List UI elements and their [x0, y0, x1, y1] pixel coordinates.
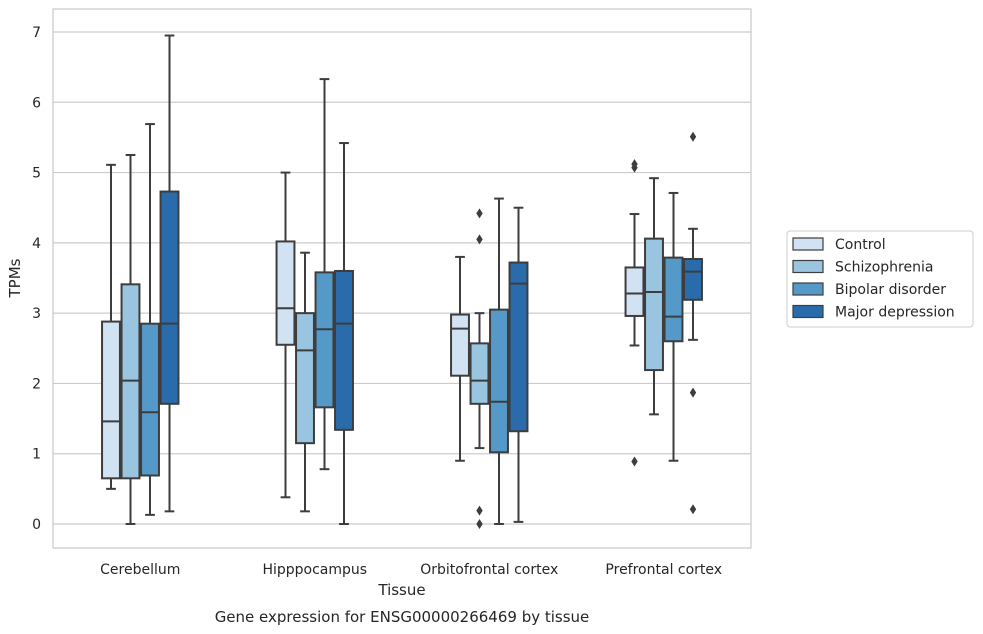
x-axis-label: Tissue	[377, 581, 425, 599]
legend-item-0: Control	[792, 237, 886, 253]
box-body	[159, 190, 180, 405]
y-tick-label-2: 2	[32, 376, 41, 392]
flier-3	[476, 208, 483, 219]
y-tick-label-5: 5	[32, 166, 41, 182]
box-body	[450, 313, 470, 377]
box-2-1	[469, 208, 490, 529]
box-3-2	[663, 191, 684, 462]
box-0-0	[101, 163, 121, 490]
x-tick-label-0: Cerebellum	[100, 562, 180, 578]
x-tick-labels: Cerebellum Hipppocampus Orbitofrontal cort…	[100, 562, 722, 578]
box-body	[295, 312, 315, 445]
box-body	[624, 266, 645, 317]
box-1-1	[295, 251, 315, 513]
box-body	[469, 342, 490, 405]
box-body	[508, 261, 529, 433]
y-tick-labels: 0 1 2 3 4 5 6 7	[32, 25, 41, 533]
y-tick-label-3: 3	[32, 306, 41, 322]
box-body	[101, 320, 121, 480]
legend-swatch	[792, 237, 824, 251]
box-body	[489, 308, 509, 454]
y-tick-label-6: 6	[32, 95, 41, 111]
legend-item-2: Bipolar disorder	[792, 282, 946, 298]
legend-frame	[786, 230, 974, 328]
box-1-3	[334, 142, 354, 525]
flier-2	[689, 131, 697, 142]
y-tick-label-1: 1	[32, 447, 41, 463]
flier-0	[631, 456, 638, 467]
y-tick-label-0: 0	[32, 517, 41, 533]
flier-1	[689, 387, 697, 398]
box-1-0	[275, 171, 296, 499]
flier-1	[476, 505, 483, 516]
flier-2	[631, 159, 638, 170]
box-groups	[101, 34, 703, 529]
y-tick-label-7: 7	[32, 25, 41, 41]
box-3-0	[624, 159, 645, 467]
legend-item-1: Schizophrenia	[792, 259, 933, 276]
box-body	[275, 240, 296, 346]
flier-0	[476, 519, 483, 529]
box-2-2	[489, 197, 509, 525]
box-3-3	[683, 131, 703, 515]
legend-label: Major depression	[835, 305, 955, 321]
legend: Control Schizophrenia Bipolar disorder Majo…	[786, 230, 974, 328]
box-body	[683, 258, 703, 301]
box-1-2	[314, 78, 335, 471]
legend-label: Schizophrenia	[835, 260, 933, 276]
plot-frame	[52, 8, 752, 549]
flier-0	[689, 504, 697, 515]
box-2-3	[508, 206, 529, 523]
box-body	[663, 256, 684, 343]
legend-item-3: Major depression	[792, 304, 955, 321]
x-tick-label-3: Prefrontal cortex	[605, 562, 722, 578]
box-body	[334, 269, 354, 431]
y-axis-label: TPMs	[6, 258, 24, 298]
box-0-1	[120, 154, 141, 525]
legend-swatch	[792, 282, 824, 296]
box-body	[140, 322, 160, 477]
chart-caption: Gene expression for ENSG00000266469 by t…	[215, 608, 590, 626]
legend-swatch	[792, 259, 824, 274]
box-body	[314, 271, 335, 409]
box-body	[644, 237, 664, 372]
flier-2	[476, 234, 483, 245]
x-tick-label-2: Orbitofrontal cortex	[420, 562, 558, 578]
box-0-3	[159, 34, 180, 513]
legend-swatch	[792, 304, 824, 319]
box-2-0	[450, 255, 470, 462]
box-0-2	[140, 123, 160, 516]
y-tick-label-4: 4	[32, 236, 41, 252]
legend-label: Bipolar disorder	[835, 282, 946, 298]
x-tick-label-1: Hipppocampus	[262, 562, 367, 578]
legend-label: Control	[835, 237, 886, 253]
box-3-1	[644, 177, 664, 416]
